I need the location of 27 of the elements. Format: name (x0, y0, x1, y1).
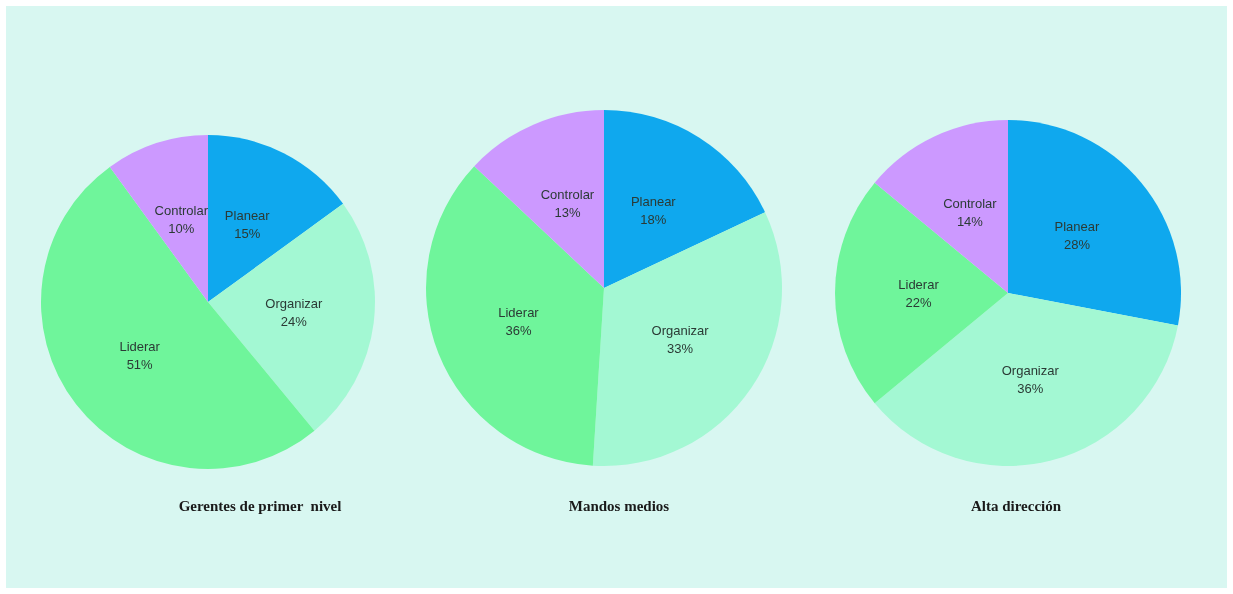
slice-label: Organizar (651, 323, 710, 339)
data-label: 14% (956, 213, 984, 229)
slice-label: Planear (1054, 219, 1101, 235)
slice-label: Liderar (119, 338, 161, 354)
data-label: 13% (554, 205, 581, 221)
data-label: 24% (280, 314, 308, 330)
data-label: 36% (505, 323, 532, 339)
slice-label: Controlar (540, 187, 595, 203)
slice-label: Liderar (498, 305, 540, 321)
data-label: 22% (905, 294, 932, 310)
text: Mandos medios (568, 497, 670, 514)
slice-label: Planear (224, 208, 271, 224)
text: Alta dirección (970, 497, 1062, 514)
data-label: 18% (640, 211, 667, 227)
data-label: 15% (234, 226, 261, 242)
data-label: 51% (126, 356, 154, 372)
slice-label: Liderar (898, 276, 940, 292)
text: Gerentes de primer nivel (178, 497, 342, 514)
slice-label: Controlar (154, 203, 209, 219)
slice-label: Organizar (1001, 363, 1060, 379)
data-label: 10% (168, 221, 195, 237)
slice-label: Organizar (265, 296, 324, 312)
data-label: 33% (667, 341, 694, 357)
data-label: 36% (1017, 381, 1044, 397)
slice-label: Planear (630, 193, 677, 209)
slice-label: Controlar (943, 195, 998, 211)
data-label: 28% (1063, 237, 1091, 253)
